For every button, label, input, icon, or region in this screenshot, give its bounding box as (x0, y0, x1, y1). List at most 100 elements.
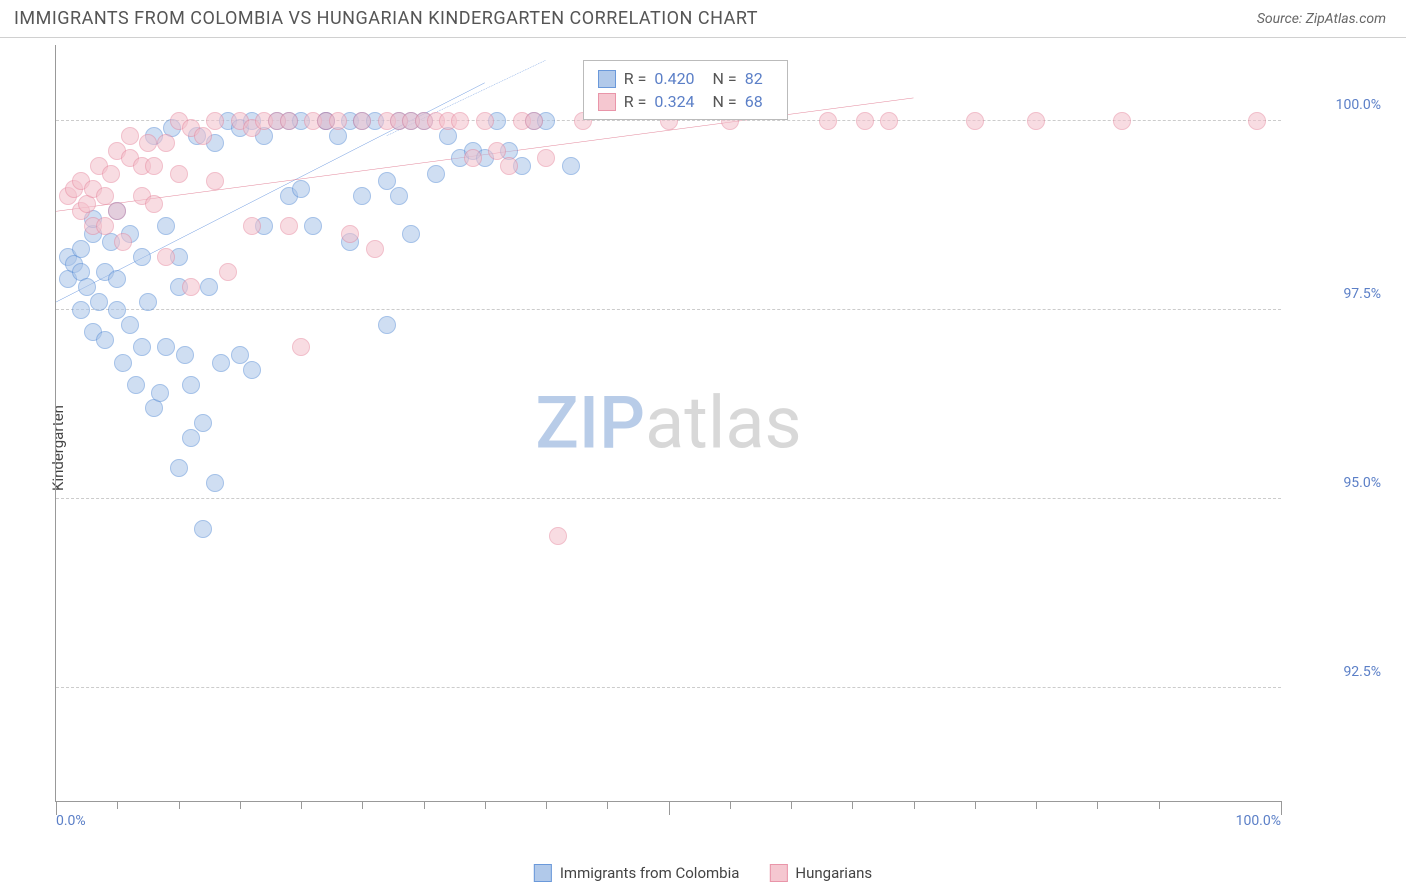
scatter-point (157, 134, 175, 152)
chart-header: IMMIGRANTS FROM COLOMBIA VS HUNGARIAN KI… (0, 0, 1406, 38)
scatter-point (157, 217, 175, 235)
watermark-text-b: atlas (645, 381, 802, 466)
x-tick (485, 801, 486, 809)
scatter-point (856, 112, 874, 130)
scatter-point (549, 527, 567, 545)
scatter-point (151, 384, 169, 402)
scatter-point (182, 429, 200, 447)
scatter-point (200, 278, 218, 296)
scatter-point (96, 187, 114, 205)
scatter-point (341, 225, 359, 243)
scatter-point (562, 157, 580, 175)
scatter-point (292, 180, 310, 198)
scatter-point (329, 112, 347, 130)
scatter-point (966, 112, 984, 130)
scatter-point (378, 316, 396, 334)
stats-legend-row: R = 0.420 N = 82 (598, 67, 773, 90)
scatter-point (537, 149, 555, 167)
watermark-text-a: ZIP (535, 381, 645, 466)
chart-title: IMMIGRANTS FROM COLOMBIA VS HUNGARIAN KI… (14, 8, 758, 29)
scatter-point (102, 165, 120, 183)
y-tick-label: 100.0% (1336, 97, 1381, 113)
scatter-point (114, 233, 132, 251)
scatter-point (96, 217, 114, 235)
scatter-point (96, 331, 114, 349)
legend-swatch (598, 70, 616, 88)
scatter-point (78, 278, 96, 296)
n-value: 82 (745, 69, 763, 88)
x-tick (240, 801, 241, 809)
scatter-point (114, 354, 132, 372)
scatter-point (139, 293, 157, 311)
scatter-point (108, 301, 126, 319)
scatter-point (231, 346, 249, 364)
scatter-point (182, 376, 200, 394)
x-tick-major (669, 801, 670, 815)
r-value: 0.324 (654, 92, 694, 111)
x-tick (424, 801, 425, 809)
x-tick (362, 801, 363, 809)
x-tick (975, 801, 976, 809)
gridline (56, 687, 1281, 688)
x-tick (791, 801, 792, 809)
watermark: ZIPatlas (535, 381, 801, 466)
y-tick-label: 95.0% (1343, 475, 1381, 491)
x-tick (179, 801, 180, 809)
x-tick (730, 801, 731, 809)
legend-swatch (598, 93, 616, 111)
x-tick (546, 801, 547, 809)
scatter-point (464, 149, 482, 167)
x-tick (117, 801, 118, 809)
scatter-point (157, 338, 175, 356)
scatter-point (170, 459, 188, 477)
scatter-point (72, 240, 90, 258)
n-label: N = (713, 69, 737, 88)
legend-swatch (534, 864, 552, 882)
scatter-point (488, 142, 506, 160)
scatter-point (145, 195, 163, 213)
scatter-point (121, 316, 139, 334)
scatter-point (451, 112, 469, 130)
scatter-point (108, 270, 126, 288)
scatter-point (292, 338, 310, 356)
x-tick (852, 801, 853, 809)
scatter-point (880, 112, 898, 130)
scatter-point (353, 112, 371, 130)
legend-label: Immigrants from Colombia (560, 864, 740, 882)
y-tick-label: 97.5% (1343, 286, 1381, 302)
scatter-point (206, 474, 224, 492)
scatter-point (133, 338, 151, 356)
scatter-point (194, 127, 212, 145)
n-label: N = (713, 92, 737, 111)
legend-item: Hungarians (769, 864, 872, 882)
scatter-point (525, 112, 543, 130)
x-tick (301, 801, 302, 809)
gridline (56, 498, 1281, 499)
gridline (56, 309, 1281, 310)
scatter-point (427, 165, 445, 183)
scatter-point (194, 414, 212, 432)
scatter-point (219, 263, 237, 281)
scatter-point (206, 172, 224, 190)
scatter-point (176, 346, 194, 364)
scatter-point (121, 127, 139, 145)
plot-area: ZIPatlas 0.0%100.0% R = 0.420 N = 82 R =… (55, 45, 1281, 802)
scatter-point (170, 165, 188, 183)
scatter-point (194, 520, 212, 538)
scatter-point (133, 248, 151, 266)
scatter-point (1113, 112, 1131, 130)
x-tick-label: 100.0% (1236, 813, 1281, 829)
scatter-point (390, 187, 408, 205)
scatter-point (476, 112, 494, 130)
scatter-point (243, 217, 261, 235)
scatter-point (353, 187, 371, 205)
stats-legend: R = 0.420 N = 82 R = 0.324 N = 68 (583, 60, 788, 120)
legend-label: Hungarians (795, 864, 872, 882)
x-tick (914, 801, 915, 809)
scatter-point (1248, 112, 1266, 130)
scatter-point (90, 293, 108, 311)
x-tick (1036, 801, 1037, 809)
r-label: R = (624, 69, 647, 88)
scatter-point (366, 240, 384, 258)
x-tick-label: 0.0% (56, 813, 86, 829)
